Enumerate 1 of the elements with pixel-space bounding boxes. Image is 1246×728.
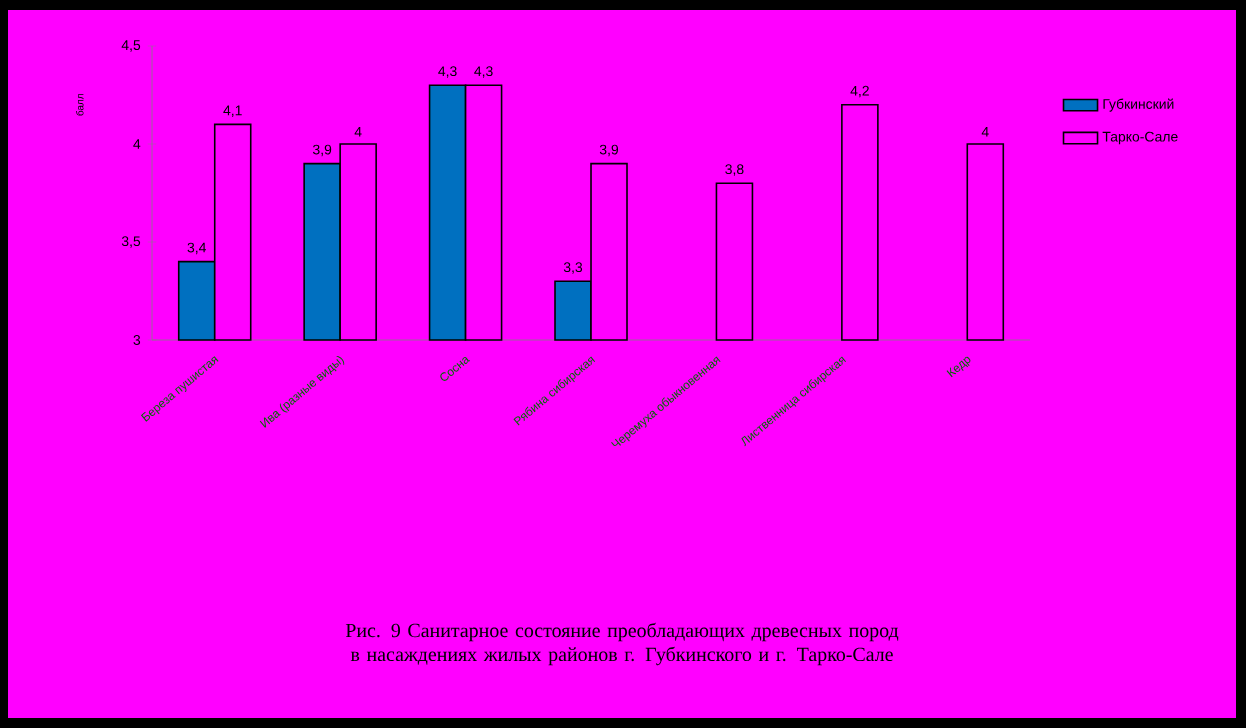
text: Рис. 9 Санитарное состояние преобладающих древесных пород в насаждениях жилых районов г. Губкинского и г. Тарко-Сале: [345, 622, 899, 666]
